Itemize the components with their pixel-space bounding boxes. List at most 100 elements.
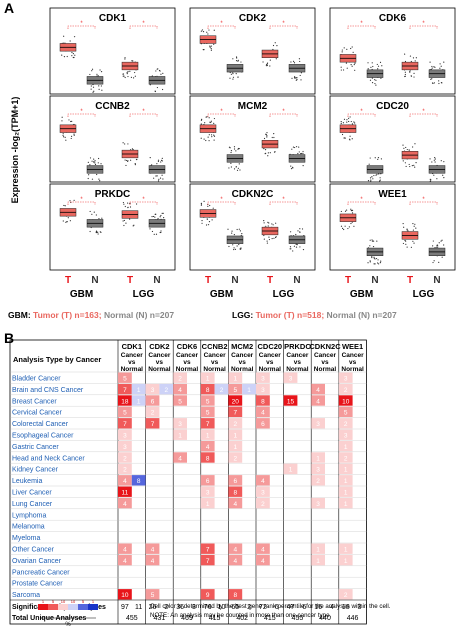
data-point (134, 71, 136, 74)
data-point (230, 166, 233, 168)
comparison-label: Normal (286, 366, 309, 373)
heatmap-cell (256, 395, 270, 406)
cell-count: 6 (151, 398, 155, 405)
data-point (267, 152, 269, 154)
data-point (368, 163, 370, 165)
data-point (348, 120, 350, 123)
data-point (207, 205, 209, 207)
data-point (232, 78, 234, 80)
cell-count: 1 (344, 490, 348, 497)
data-point (200, 137, 202, 139)
sig-star: * (142, 21, 145, 27)
data-point (347, 227, 349, 230)
heatmap-cell (118, 543, 132, 554)
cell-count: 2 (220, 387, 224, 394)
heatmap-cell (145, 543, 160, 554)
data-point (132, 77, 135, 79)
gene-column-header: CDKN2C (309, 342, 341, 351)
data-point (300, 79, 302, 81)
data-point (273, 237, 275, 239)
cell-count: 5 (151, 592, 155, 599)
data-point (209, 46, 211, 48)
data-point (405, 243, 407, 245)
data-point (352, 51, 354, 53)
data-point (89, 73, 91, 76)
cell-count: 4 (151, 547, 155, 554)
data-point (369, 177, 372, 179)
sig-bracket (67, 25, 96, 29)
data-point (413, 76, 415, 78)
cell-count: 3 (316, 501, 320, 508)
legend-lgg: LGG: Tumor (T) n=518; Normal (N) n=207 (232, 310, 397, 320)
heatmap-cell (200, 452, 215, 463)
data-point (204, 122, 206, 124)
heatmap-cell (256, 475, 270, 486)
data-point (95, 230, 98, 232)
data-point (372, 245, 375, 248)
data-point (377, 157, 380, 159)
data-point (343, 47, 345, 49)
sig-star: * (80, 109, 83, 115)
data-point (68, 119, 70, 121)
heatmap-cell (338, 429, 353, 440)
data-point (412, 229, 414, 231)
scale-swatch (68, 604, 78, 610)
data-point (241, 233, 243, 235)
data-point (344, 225, 346, 227)
heatmap-cell (145, 554, 160, 566)
sig-count: 6 (275, 604, 279, 611)
data-point (124, 205, 126, 208)
heatmap-cell (311, 475, 325, 486)
gene-title: CDK1 (99, 13, 127, 24)
sig-star: * (282, 21, 285, 27)
data-point (403, 226, 405, 228)
data-point (440, 240, 442, 242)
legend-gbm: GBM: Tumor (T) n=163; Normal (N) n=207 (8, 310, 174, 320)
comparison-label: vs (183, 359, 191, 366)
cancer-label: Ovarian Cancer (12, 558, 62, 565)
cancer-label: Lymphoma (12, 512, 46, 519)
data-point (157, 217, 159, 220)
data-point (377, 68, 379, 70)
data-point (129, 206, 132, 208)
data-point (127, 202, 129, 204)
sig-count: 76 (204, 604, 212, 611)
data-point (232, 73, 234, 75)
data-point (89, 164, 91, 166)
data-point (269, 59, 271, 61)
panel-frame (329, 7, 456, 95)
heatmap-cell (118, 475, 132, 486)
data-point (213, 134, 215, 136)
data-point (351, 46, 353, 48)
cell-count: 4 (261, 547, 265, 554)
data-point (125, 164, 127, 167)
data-point (98, 88, 100, 90)
data-point (211, 219, 213, 221)
data-point (205, 224, 208, 226)
scale-tick: 5 (82, 599, 85, 604)
data-point (232, 76, 235, 78)
data-point (265, 65, 268, 67)
data-point (200, 123, 202, 125)
sig-bracket (207, 25, 236, 29)
data-point (93, 90, 95, 92)
data-point (262, 61, 264, 63)
data-point (134, 75, 136, 77)
cell-count: 2 (261, 501, 265, 508)
cancer-label: Brain and CNS Cancer (12, 387, 84, 394)
sig-count: 3 (358, 604, 362, 611)
cell-count: 4 (261, 558, 265, 565)
data-point (154, 90, 157, 93)
data-point (66, 221, 68, 223)
heatmap-cell (200, 554, 215, 566)
data-point (431, 161, 433, 163)
gene-column-header: CCNB2 (202, 342, 228, 351)
heatmap-cell (173, 395, 187, 406)
cell-count: 4 (123, 478, 127, 485)
data-point (210, 45, 212, 47)
data-point (351, 65, 353, 67)
data-point (438, 242, 440, 244)
data-point (272, 44, 275, 47)
data-point (97, 231, 99, 233)
heatmap-cell (118, 589, 132, 600)
